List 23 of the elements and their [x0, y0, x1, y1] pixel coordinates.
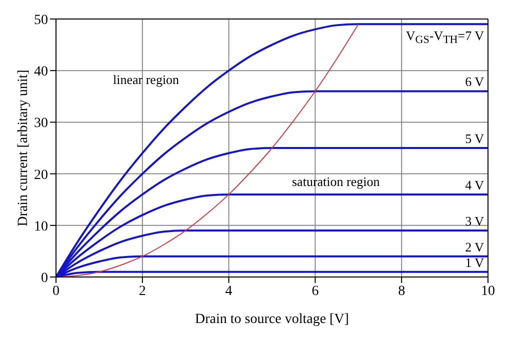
- x-tick-label: 10: [481, 284, 495, 299]
- x-axis-title: Drain to source voltage [V]: [195, 312, 349, 327]
- x-tick-label: 6: [312, 284, 319, 299]
- series-label: 5 V: [465, 131, 485, 146]
- y-tick-label: 20: [34, 168, 48, 183]
- x-tick-label: 8: [398, 284, 406, 299]
- y-tick-label: 30: [34, 116, 48, 132]
- annotation: linear region: [113, 72, 180, 88]
- annotation: saturation region: [292, 174, 380, 190]
- series-label: 1 V: [465, 254, 485, 270]
- x-tick-label: 0: [52, 284, 60, 299]
- y-tick-label: 10: [34, 219, 48, 234]
- series-label: 3 V: [465, 214, 485, 229]
- y-tick-label: 40: [34, 64, 48, 80]
- x-tick-label: 2: [138, 284, 146, 299]
- x-tick-label: 4: [225, 284, 232, 299]
- series-label: 4 V: [465, 177, 485, 192]
- y-tick-label: 0: [41, 270, 48, 286]
- series-label: 2 V: [465, 239, 485, 254]
- y-tick-label: 50: [34, 12, 48, 28]
- series-label: V$_{GS}$-V$_{TH}$=7 V: [406, 28, 485, 46]
- y-axis-title: Drain current [arbitary unit]: [16, 70, 31, 226]
- series-label: 6 V: [465, 74, 485, 90]
